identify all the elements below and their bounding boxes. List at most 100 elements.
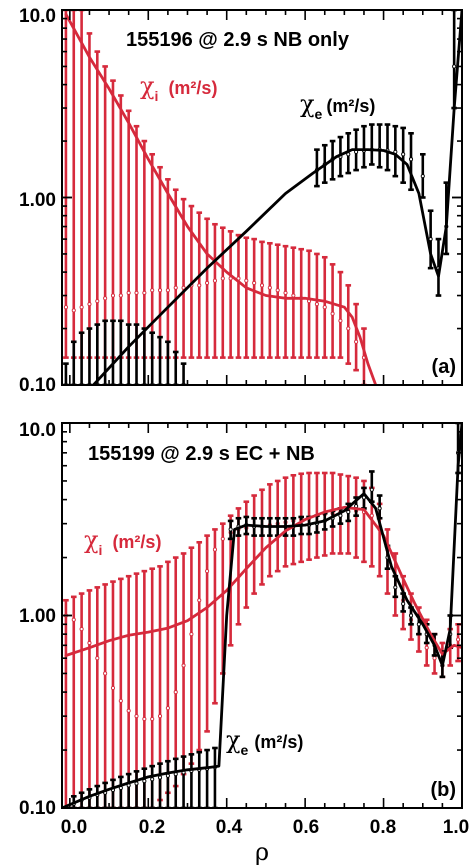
- panel-a-chi-i-errorbar: [86, 32, 93, 359]
- panel-a-chi-e-data-point: [428, 237, 433, 242]
- panel-a-chi-i-data-point: [79, 305, 84, 310]
- panel-a-chi-i-symbol: χ: [140, 72, 155, 100]
- panel-b-chi-i-errorbar: [118, 577, 124, 808]
- panel-b-chi-i-errorbar: [110, 580, 116, 808]
- panel-a-chi-e-errorbar: [427, 209, 434, 270]
- panel-a-label: (a): [432, 356, 456, 378]
- xtick-label-3: 0.6: [293, 817, 319, 838]
- panel-b-chi-e-errorbar: [165, 759, 171, 808]
- panel-a: 10.0 1.00 0.10 155196 @ 2.9 s NB only χi…: [19, 6, 463, 396]
- panel-b-chi-i-data-point: [189, 632, 194, 637]
- panel-a-chi-i-data-point: [71, 308, 76, 313]
- panel-a-chi-e-errorbar: [133, 323, 140, 385]
- panel-a-chi-i-errorbar: [196, 211, 203, 359]
- panel-b-chi-e-data-point: [134, 781, 139, 786]
- panel-a-chi-e-errorbar: [392, 124, 399, 178]
- panel-b-chi-e-errorbar: [196, 750, 203, 808]
- panel-a-chi-i-data-point: [314, 302, 319, 307]
- panel-a-chi-e-fit-line: [92, 10, 462, 385]
- panel-b-chi-e-data-point: [157, 775, 163, 780]
- panel-b-chi-e-data-point: [142, 779, 147, 784]
- panel-b-chi-e-errorbar: [118, 775, 124, 808]
- panel-b-chi-i-errorbar: [204, 534, 210, 733]
- panel-a-chi-i-data-point: [165, 288, 170, 293]
- panel-a-chi-e-errorbar: [369, 123, 375, 166]
- panel-b-chi-i-data-point: [173, 690, 178, 695]
- panel-b-ytick-label-top: 10.0: [19, 420, 56, 441]
- panel-a-chi-i-data-point: [346, 326, 351, 331]
- panel-b-chi-i-errorbar: [102, 583, 108, 808]
- panel-a-chi-e-errorbar: [419, 152, 426, 199]
- panel-b-chi-e-errorbar: [212, 746, 218, 808]
- panel-b-chi-e-symbol: χ: [226, 726, 241, 754]
- panel-b-chi-i-errorbar: [86, 589, 93, 808]
- panel-a-chi-i-units: (m²/s): [168, 78, 217, 98]
- panel-b-chi-e-errorbar: [102, 781, 108, 808]
- panel-b-chi-i-data-point: [165, 706, 170, 711]
- panel-a-chi-i-data-point: [267, 285, 272, 290]
- panel-b-chi-e-data-point: [408, 613, 414, 618]
- panel-b-chi-i-label: χi (m²/s): [84, 526, 161, 558]
- panel-a-chi-i-data-point: [110, 293, 116, 298]
- panel-b: 10.0 1.00 0.10 155199 @ 2.9 s EC + NB χi…: [19, 420, 463, 819]
- panel-a-chi-i-errorbar: [149, 152, 155, 359]
- x-axis-label: ρ: [255, 838, 269, 866]
- panel-a-chi-i-data-point: [283, 290, 288, 295]
- panel-a-chi-i-errorbar: [172, 188, 179, 359]
- panel-a-chi-i-errorbar: [141, 139, 148, 359]
- panel-b-chi-i-data-point: [95, 656, 100, 661]
- panel-b-chi-e-data-point: [150, 777, 155, 782]
- panel-a-marks: [63, 10, 462, 385]
- panel-a-chi-i-errorbar: [282, 244, 289, 359]
- panel-b-chi-i-data-point: [205, 569, 210, 574]
- panel-a-chi-i-errorbar: [110, 79, 116, 359]
- panel-a-chi-i-data-point: [103, 296, 108, 301]
- panel-a-chi-e-errorbar: [70, 340, 77, 385]
- panel-b-chi-i-fit-line: [64, 505, 462, 657]
- panel-b-chi-i-data-point: [134, 714, 139, 719]
- panel-a-ticks: [62, 9, 463, 386]
- panel-a-ytick-label-bottom: 0.10: [19, 375, 56, 396]
- panel-b-chi-e-errorbar: [110, 778, 116, 808]
- panel-a-chi-e-units: (m²/s): [326, 96, 375, 116]
- panel-b-chi-e-errorbar: [172, 757, 179, 808]
- panel-b-chi-i-data-point: [181, 663, 186, 668]
- panel-a-chi-i-errorbar: [204, 217, 210, 359]
- panel-b-chi-e-errorbar: [180, 755, 187, 808]
- panel-b-chi-e-subscript: e: [241, 742, 249, 758]
- panel-b-chi-e-data-point: [228, 527, 233, 532]
- panel-a-chi-i-errorbar: [243, 236, 250, 359]
- panel-a-chi-i-data-point: [95, 299, 100, 304]
- xtick-label-4: 0.8: [370, 817, 396, 838]
- panel-b-chi-i-subscript: i: [99, 542, 103, 558]
- panel-a-chi-e-errorbar: [376, 123, 383, 169]
- panel-a-chi-i-errorbar: [125, 109, 132, 359]
- panel-a-chi-i-data-point: [134, 290, 139, 295]
- panel-a-chi-i-data-point: [330, 311, 335, 316]
- panel-a-chi-i-data-point: [87, 302, 92, 307]
- xtick-label-0: 0.0: [61, 817, 87, 838]
- panel-b-chi-e-errorbar: [369, 470, 375, 504]
- panel-b-chi-e-data-point: [369, 487, 374, 492]
- panel-a-chi-i-errorbar: [219, 226, 226, 359]
- panel-a-chi-i-fit-line: [64, 12, 378, 385]
- panel-a-chi-i-data-point: [244, 278, 249, 283]
- panel-a-chi-i-errorbar: [274, 243, 281, 359]
- panel-a-chi-e-symbol: χ: [300, 90, 315, 118]
- panel-a-chi-i-errorbar: [63, 10, 69, 359]
- panel-b-chi-i-data-point: [150, 716, 155, 722]
- panel-b-chi-i-errorbar: [196, 541, 203, 752]
- panel-b-chi-e-errorbar: [149, 764, 155, 808]
- panel-a-chi-i-errorbar: [259, 240, 265, 359]
- panel-b-chi-i-data-point: [110, 685, 116, 691]
- panel-b-chi-e-errorbar: [227, 519, 234, 541]
- panel-a-chi-i-data-point: [275, 288, 280, 293]
- panel-a-chi-e-data-point: [452, 64, 457, 69]
- panel-a-chi-e-errorbar: [384, 123, 391, 172]
- panel-b-chi-i-errorbar: [188, 546, 195, 765]
- panel-a-chi-i-data-point: [157, 288, 163, 293]
- panel-b-chi-e-errorbar: [94, 784, 101, 808]
- panel-a-title: 155196 @ 2.9 s NB only: [126, 29, 350, 51]
- x-axis: 0.0 0.2 0.4 0.6 0.8 1.0 ρ: [61, 817, 469, 866]
- panel-a-chi-i-data-point: [212, 278, 217, 283]
